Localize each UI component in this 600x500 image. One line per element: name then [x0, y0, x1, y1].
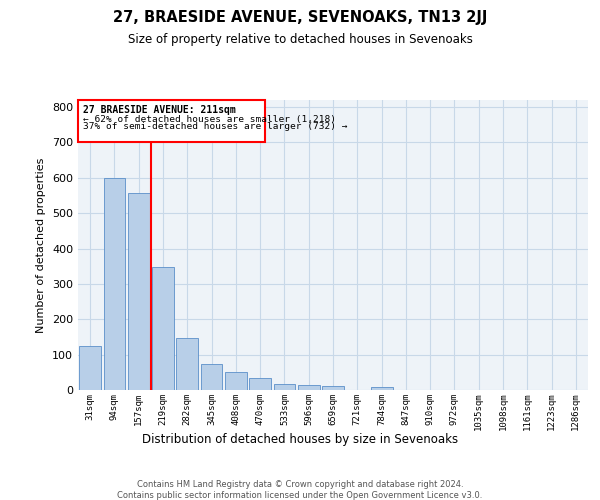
Text: Distribution of detached houses by size in Sevenoaks: Distribution of detached houses by size … [142, 432, 458, 446]
Bar [176, 338, 198, 390]
Bar [225, 372, 247, 390]
Text: Contains HM Land Registry data © Crown copyright and database right 2024.: Contains HM Land Registry data © Crown c… [137, 480, 463, 489]
Text: ← 62% of detached houses are smaller (1,218): ← 62% of detached houses are smaller (1,… [83, 115, 337, 124]
Text: Contains public sector information licensed under the Open Government Licence v3: Contains public sector information licen… [118, 491, 482, 500]
Bar [249, 378, 271, 390]
Bar [79, 346, 101, 390]
Text: Size of property relative to detached houses in Sevenoaks: Size of property relative to detached ho… [128, 32, 472, 46]
Bar [298, 386, 320, 390]
FancyBboxPatch shape [79, 100, 265, 142]
Bar [104, 178, 125, 390]
Bar [152, 268, 174, 390]
Y-axis label: Number of detached properties: Number of detached properties [37, 158, 46, 332]
Text: 37% of semi-detached houses are larger (732) →: 37% of semi-detached houses are larger (… [83, 122, 348, 131]
Bar [322, 386, 344, 390]
Text: 27 BRAESIDE AVENUE: 211sqm: 27 BRAESIDE AVENUE: 211sqm [83, 105, 236, 115]
Text: 27, BRAESIDE AVENUE, SEVENOAKS, TN13 2JJ: 27, BRAESIDE AVENUE, SEVENOAKS, TN13 2JJ [113, 10, 487, 25]
Bar [274, 384, 295, 390]
Bar [200, 364, 223, 390]
Bar [371, 387, 392, 390]
Bar [128, 193, 149, 390]
